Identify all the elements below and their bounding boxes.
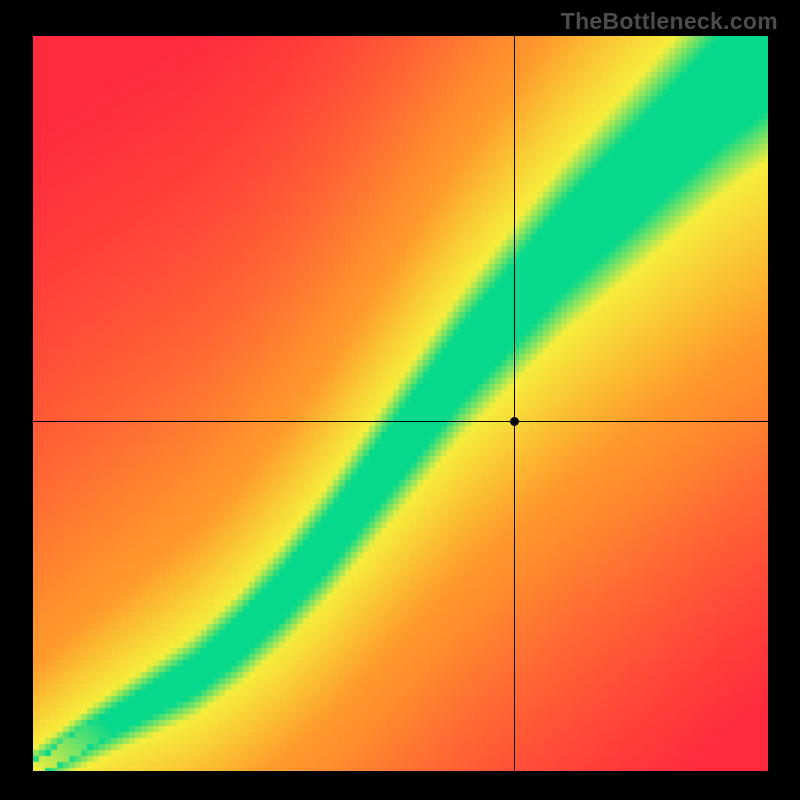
watermark-label: TheBottleneck.com [561,8,778,35]
chart-container: TheBottleneck.com [0,0,800,800]
heatmap-canvas [33,36,768,771]
crosshair-horizontal [33,421,768,422]
heatmap-plot [33,36,768,771]
crosshair-vertical [514,36,515,771]
